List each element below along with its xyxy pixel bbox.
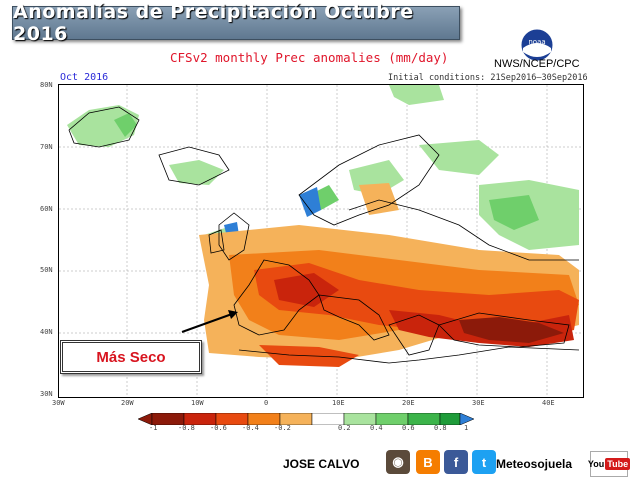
blogger-icon[interactable]: B [416,450,440,474]
colorbar-label: -1 [149,424,158,432]
lon-label-20w: 20W [121,399,134,407]
colorbar-label: -0.6 [210,424,227,432]
channel-handle[interactable]: Meteosojuela [496,457,573,471]
lon-label-0: 0 [264,399,269,407]
facebook-icon[interactable]: f [444,450,468,474]
colorbar-label: -0.4 [242,424,259,432]
lon-label-30e: 30E [472,399,485,407]
colorbar-label: 1 [464,424,469,432]
twitter-icon[interactable]: t [472,450,496,474]
page-title: Anomalías de Precipitación Octubre 2016 [12,1,460,45]
noaa-logo-icon: noaa [520,28,554,62]
lon-label-20e: 20E [402,399,415,407]
colorbar-label: 0.2 [338,424,351,432]
lon-label-10e: 10E [332,399,345,407]
colorbar-label: -0.2 [274,424,291,432]
author-label: JOSE CALVO [283,457,360,471]
extreme-dry-area [459,317,564,343]
youtube-tube: Tube [605,458,631,470]
agency-label: NWS/NCEP/CPC [494,58,580,70]
chart-subtitle: CFSv2 monthly Prec anomalies (mm/day) [170,50,449,65]
logo-text: noaa [528,38,545,46]
colorbar-label: 0.4 [370,424,383,432]
lat-label-70n: 70N [40,143,53,151]
lat-label-40n: 40N [40,328,53,336]
coastlines [68,106,580,364]
lat-label-30n: 30N [40,390,53,398]
annotation-arrow-icon [181,310,238,333]
precip-anomaly-map [58,84,584,398]
lon-label-40e: 40E [542,399,555,407]
colorbar-label: 0.6 [402,424,415,432]
lat-label-50n: 50N [40,266,53,274]
youtube-icon[interactable]: You Tube [587,451,631,477]
instagram-icon[interactable]: ◉ [386,450,410,474]
colorbar-label: -0.8 [178,424,195,432]
lon-label-30w: 30W [52,399,65,407]
lat-label-60n: 60N [40,205,53,213]
dry-annotation-label: Más Seco [60,340,202,374]
map-canvas [59,85,583,397]
month-label: Oct 2016 [60,72,109,83]
lat-label-80n: 80N [40,81,53,89]
lon-label-10w: 10W [191,399,204,407]
colorbar [138,413,474,425]
initial-conditions: Initial conditions: 21Sep2016—30Sep2016 [388,73,588,83]
colorbar-label: 0.8 [434,424,447,432]
youtube-you: You [587,459,605,469]
